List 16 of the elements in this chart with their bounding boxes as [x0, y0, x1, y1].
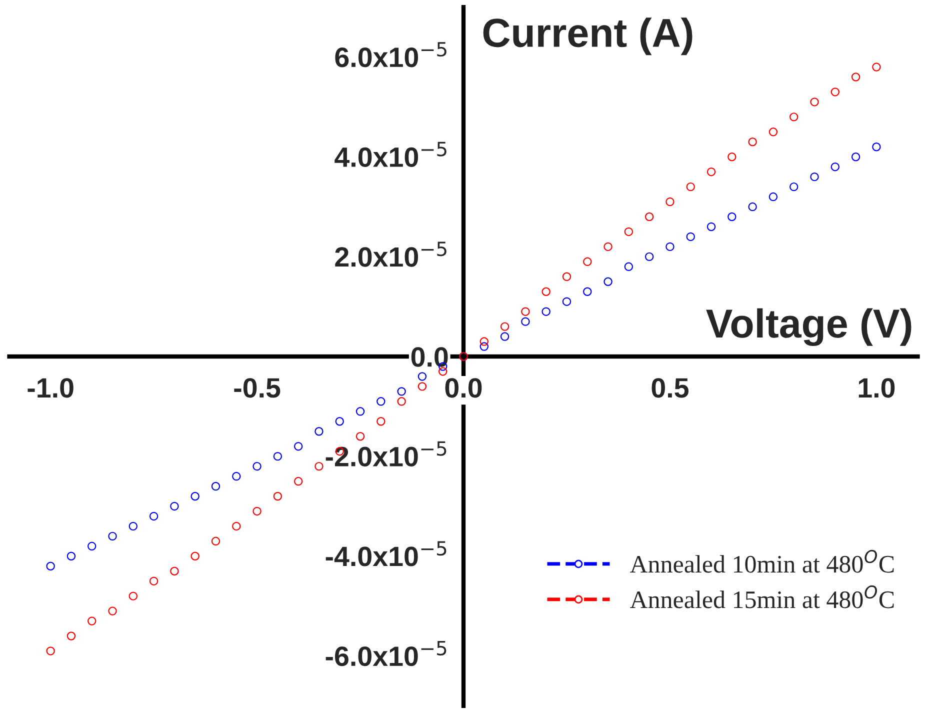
y-tick-label: 4.0x10$^{−5}$ [334, 142, 446, 168]
y-tick-label: 6.0x10$^{−5}$ [335, 42, 446, 68]
x-tick-label: 0.5 [652, 378, 689, 398]
x-tick-label: -1.0 [28, 378, 74, 398]
x-tick-label: 0.0 [445, 378, 482, 398]
y-tick-label: -6.0x10$^{−5}$ [326, 641, 446, 666]
x-tick-label: -0.5 [234, 378, 280, 398]
x-axis-title: Voltage (V) [706, 308, 912, 346]
y-tick-label: 0.0 [411, 347, 448, 367]
legend-label: Annealed 15min at 480$^{O}$C [630, 585, 894, 608]
y-tick-label: -4.0x10$^{−5}$ [326, 541, 446, 566]
legend-label: Annealed 10min at 480$^{O}$C [630, 550, 894, 573]
x-tick-label: 1.0 [858, 378, 895, 398]
y-tick-label: 2.0x10$^{−5}$ [335, 242, 446, 267]
y-axis-title: Current (A) [483, 18, 692, 56]
y-tick-label: -2.0x10$^{−5}$ [326, 441, 446, 466]
